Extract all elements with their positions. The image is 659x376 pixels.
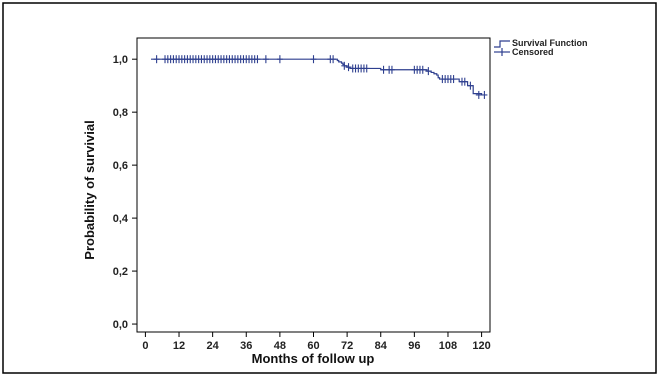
plot-area-border xyxy=(136,37,491,333)
y-tick-label: 0,0 xyxy=(113,319,128,331)
x-tick-label: 96 xyxy=(408,340,420,352)
x-tick-label: 60 xyxy=(307,340,319,352)
legend: Survival Function Censored xyxy=(494,38,588,57)
censored-mark xyxy=(262,55,269,64)
legend-label-survival-function: Survival Function xyxy=(512,38,588,48)
censored-mark xyxy=(388,65,395,74)
censored-mark xyxy=(467,81,474,90)
x-tick-label: 36 xyxy=(240,340,252,352)
censored-mark xyxy=(341,61,348,70)
censored-mark xyxy=(419,65,426,74)
censored-mark xyxy=(310,55,317,64)
x-tick-label: 84 xyxy=(375,340,388,352)
y-tick-label: 0,8 xyxy=(113,107,128,119)
series-layer xyxy=(151,55,488,99)
y-tick-label: 0,2 xyxy=(113,266,128,278)
x-tick-label: 24 xyxy=(207,340,220,352)
x-tick-label: 0 xyxy=(142,340,148,352)
x-tick-label: 108 xyxy=(439,340,457,352)
legend-swatch-survival-function xyxy=(494,40,510,48)
y-axis-ticks: 0,0 0,2 0,4 0,6 0,8 1,0 xyxy=(113,54,137,331)
x-tick-label: 120 xyxy=(472,340,490,352)
censored-mark xyxy=(363,64,370,73)
censored-mark xyxy=(450,75,457,84)
censored-mark xyxy=(345,63,352,72)
censored-mark xyxy=(254,55,261,64)
censored-mark xyxy=(330,55,337,64)
x-axis-title: Months of follow up xyxy=(252,351,375,366)
x-tick-label: 48 xyxy=(274,340,286,352)
censored-mark xyxy=(380,65,387,74)
y-axis-title: Probability of survivial xyxy=(82,120,97,259)
y-tick-label: 1,0 xyxy=(113,54,128,66)
legend-label-censored: Censored xyxy=(512,47,554,57)
censored-mark xyxy=(461,77,468,86)
y-tick-label: 0,6 xyxy=(113,160,128,172)
censored-mark xyxy=(425,67,432,76)
x-tick-label: 72 xyxy=(341,340,353,352)
y-tick-label: 0,4 xyxy=(113,213,129,225)
survival-function-line xyxy=(151,58,483,95)
censored-mark xyxy=(276,55,283,64)
x-tick-label: 12 xyxy=(173,340,185,352)
censored-mark xyxy=(481,90,488,99)
censored-mark xyxy=(475,90,482,99)
x-axis-ticks: 0 12 24 36 48 60 72 84 96 108 120 xyxy=(142,332,491,352)
censored-mark xyxy=(153,55,160,64)
